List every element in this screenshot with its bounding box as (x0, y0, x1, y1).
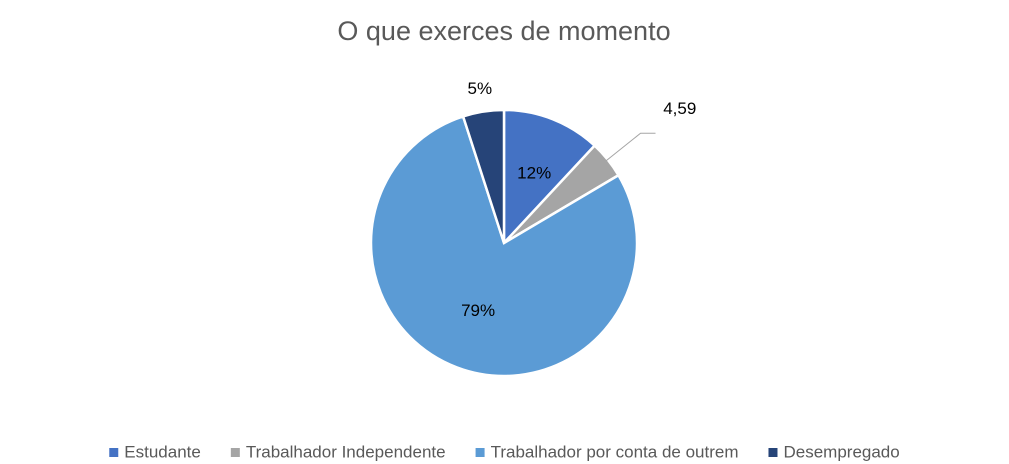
pie-slice (369, 114, 639, 378)
legend-label: Trabalhador Independente (246, 442, 446, 461)
legend-swatch (230, 448, 240, 457)
data-label: 12% (517, 164, 551, 183)
pie-slice (461, 108, 506, 244)
chart-title: O que exerces de momento (337, 16, 670, 46)
legend-swatch (109, 448, 119, 457)
leader-line (605, 132, 656, 162)
data-label: 79% (461, 301, 495, 320)
legend-label: Desempregado (783, 442, 899, 461)
data-label: 5% (468, 79, 493, 98)
pie-slice (502, 108, 597, 247)
data-label: 4,59 (663, 99, 696, 118)
legend-swatch (768, 448, 778, 457)
legend-swatch (475, 448, 485, 457)
legend-label: Trabalhador por conta de outrem (491, 442, 739, 461)
legend-label: Estudante (124, 442, 201, 461)
